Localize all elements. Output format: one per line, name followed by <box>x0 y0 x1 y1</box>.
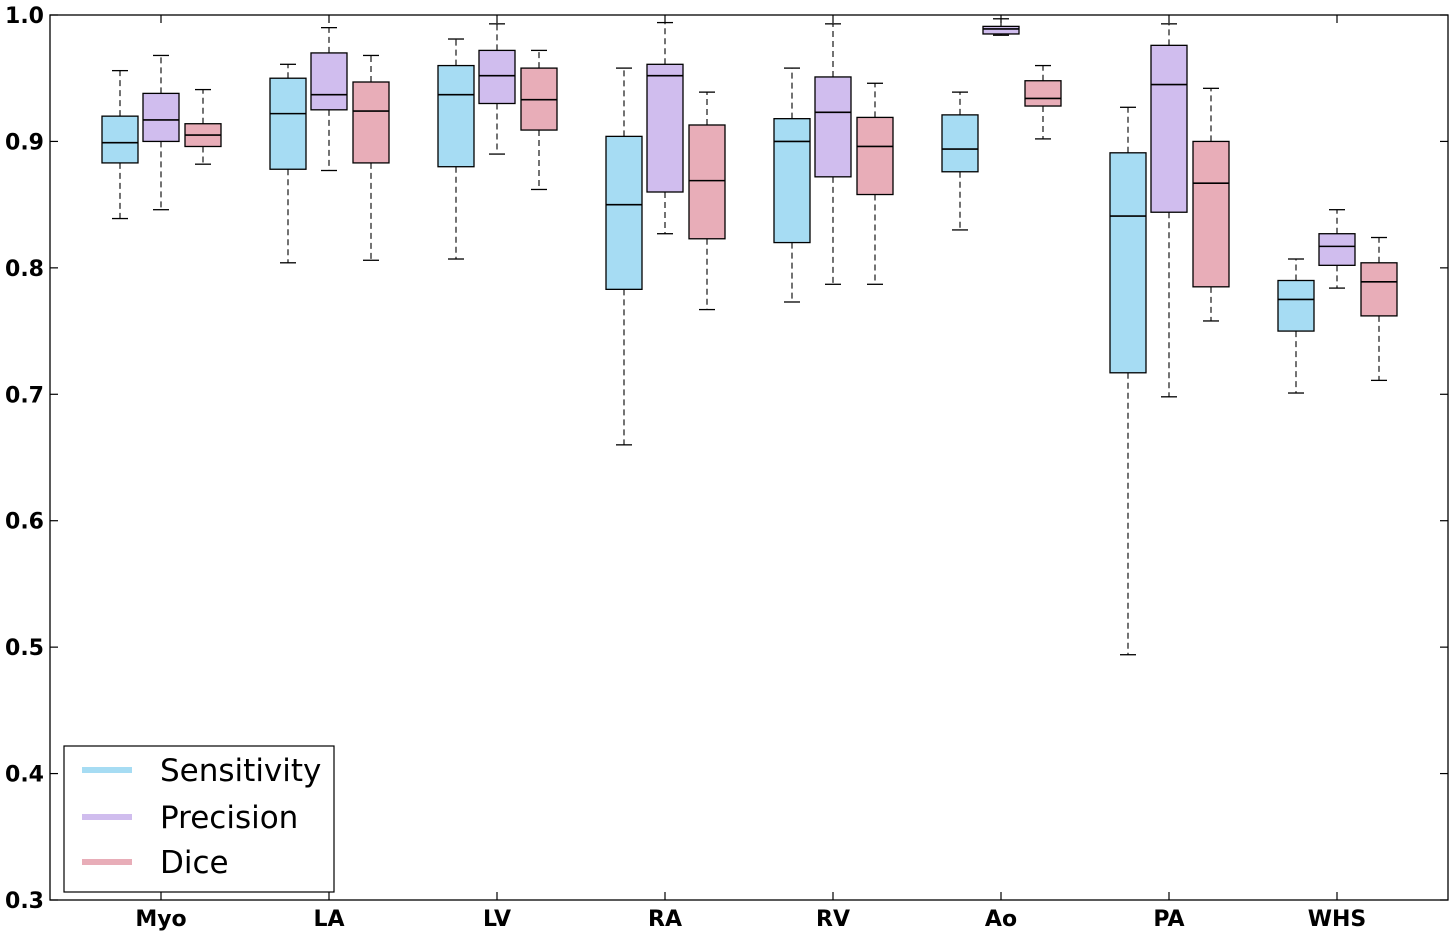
legend-label-dice: Dice <box>160 845 229 881</box>
legend-label-precision: Precision <box>160 800 298 836</box>
box-precision-whs <box>1318 209 1356 289</box>
x-tick-label-myo: Myo <box>135 907 186 932</box>
box-precision-ra <box>646 21 684 235</box>
y-tick-label: 0.9 <box>5 130 44 155</box>
x-tick-label-la: LA <box>313 907 344 932</box>
y-tick-label: 1.0 <box>5 4 44 29</box>
x-tick-label-whs: WHS <box>1308 907 1367 932</box>
box-sensitivity-lv <box>437 38 475 260</box>
box-iqr <box>478 49 516 105</box>
y-tick-label: 0.4 <box>5 763 44 788</box>
box-iqr <box>688 124 726 240</box>
box-sensitivity-ra <box>605 67 643 446</box>
box-iqr <box>773 118 811 244</box>
box-dice-rv <box>856 82 894 285</box>
y-tick-label: 0.3 <box>5 889 44 914</box>
box-sensitivity-rv <box>773 67 811 303</box>
legend: Sensitivity Precision Dice <box>63 745 335 893</box>
x-tick-label-lv: LV <box>483 907 511 932</box>
x-tick-label-ao: Ao <box>985 907 1017 932</box>
plot-marks <box>101 18 1398 656</box>
box-dice-ao <box>1024 64 1062 140</box>
y-tick-label: 0.5 <box>5 636 44 661</box>
box-iqr <box>1360 262 1398 317</box>
box-iqr <box>1318 233 1356 266</box>
x-tick-label-ra: RA <box>648 907 682 932</box>
box-sensitivity-myo <box>101 69 139 220</box>
box-dice-lv <box>520 49 558 191</box>
box-iqr <box>1024 80 1062 107</box>
box-iqr <box>941 114 979 173</box>
box-precision-myo <box>142 54 180 211</box>
box-iqr <box>982 25 1020 35</box>
box-precision-pa <box>1150 23 1188 398</box>
box-iqr <box>1192 140 1230 288</box>
x-tick-label-pa: PA <box>1153 907 1184 932</box>
box-dice-whs <box>1360 236 1398 382</box>
y-tick-label: 0.8 <box>5 257 44 282</box>
box-iqr <box>1277 279 1315 332</box>
y-tick-label: 0.6 <box>5 510 44 535</box>
box-precision-rv <box>814 23 852 285</box>
box-iqr <box>605 135 643 291</box>
box-iqr <box>1109 152 1147 374</box>
box-iqr <box>646 63 684 193</box>
box-dice-pa <box>1192 87 1230 322</box>
box-sensitivity-whs <box>1277 258 1315 394</box>
y-tick-label: 0.7 <box>5 383 44 408</box>
box-iqr <box>352 81 390 164</box>
box-iqr <box>814 76 852 178</box>
plot-frame <box>49 14 1449 901</box>
legend-label-sensitivity: Sensitivity <box>160 753 321 789</box>
box-precision-la <box>310 26 348 172</box>
box-iqr <box>856 116 894 196</box>
box-sensitivity-ao <box>941 91 979 231</box>
box-sensitivity-la <box>269 63 307 264</box>
box-dice-myo <box>184 88 222 165</box>
box-dice-la <box>352 54 390 261</box>
box-iqr <box>1150 44 1188 213</box>
box-iqr <box>310 52 348 111</box>
box-iqr <box>142 92 180 143</box>
box-iqr <box>437 64 475 168</box>
box-dice-ra <box>688 91 726 311</box>
box-precision-lv <box>478 23 516 155</box>
x-tick-label-rv: RV <box>816 907 850 932</box>
box-iqr <box>269 77 307 170</box>
axes: 0.3 0.4 0.5 0.6 0.7 0.8 0.9 1.0 Myo LA LV RA RV Ao PA W… <box>5 4 1448 932</box>
box-sensitivity-pa <box>1109 106 1147 656</box>
box-iqr <box>101 115 139 164</box>
